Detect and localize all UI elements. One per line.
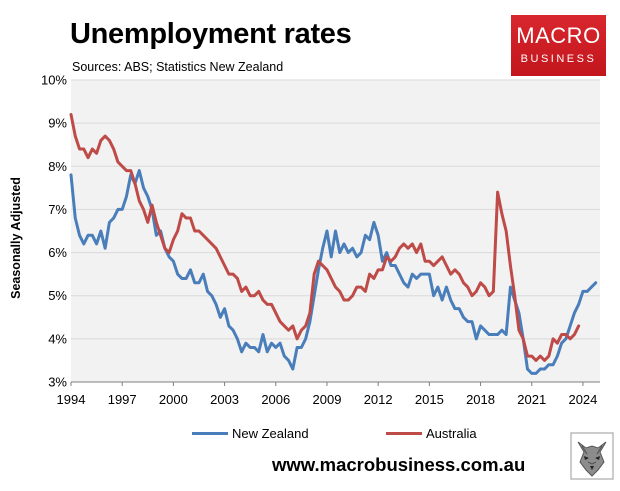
legend-item-australia: Australia — [386, 426, 477, 441]
y-axis-label: Seasonally Adjusted — [9, 177, 23, 299]
series-line-australia — [69, 113, 581, 362]
legend-swatch-nz — [192, 432, 228, 435]
x-tick-label: 2021 — [517, 392, 546, 407]
legend-label-nz: New Zealand — [232, 426, 309, 441]
y-tick-label: 8% — [48, 159, 67, 174]
x-tick-label: 2006 — [261, 392, 290, 407]
x-tick-label: 2018 — [466, 392, 495, 407]
y-tick-label: 9% — [48, 116, 67, 131]
y-tick-label: 5% — [48, 288, 67, 303]
legend-label-au: Australia — [426, 426, 477, 441]
x-tick-label: 1994 — [57, 392, 86, 407]
legend-swatch-au — [386, 432, 422, 435]
x-axis-ticks: 1994 1997 2000 2003 2006 2009 2012 2015 2018 2021… — [57, 382, 597, 407]
logo-line-1: MACRO — [516, 23, 601, 48]
series-lines — [69, 113, 598, 375]
x-tick-label: 2024 — [568, 392, 597, 407]
y-tick-label: 10% — [41, 73, 67, 88]
wolf-logo-icon — [570, 432, 614, 480]
website-url: www.macrobusiness.com.au — [272, 454, 526, 475]
y-tick-label: 4% — [48, 331, 67, 346]
x-tick-label: 2012 — [364, 392, 393, 407]
y-tick-label: 3% — [48, 375, 67, 390]
grid-lines — [71, 79, 600, 340]
y-tick-label: 7% — [48, 202, 67, 217]
chart-subtitle: Sources: ABS; Statistics New Zealand — [72, 60, 284, 74]
x-tick-label: 2003 — [210, 392, 239, 407]
page-title: Unemployment rates — [70, 18, 352, 50]
y-tick-label: 6% — [48, 245, 67, 260]
x-tick-label: 2015 — [415, 392, 444, 407]
legend-item-new-zealand: New Zealand — [192, 426, 309, 441]
macrobusiness-logo: MACRO BUSINESS — [511, 15, 606, 76]
x-tick-label: 2009 — [313, 392, 342, 407]
x-tick-label: 1997 — [108, 392, 137, 407]
y-axis-ticks: 3% 4% 5% 6% 7% 8% 9% 10% — [41, 73, 67, 390]
logo-line-2: BUSINESS — [520, 53, 597, 65]
x-tick-label: 2000 — [159, 392, 188, 407]
